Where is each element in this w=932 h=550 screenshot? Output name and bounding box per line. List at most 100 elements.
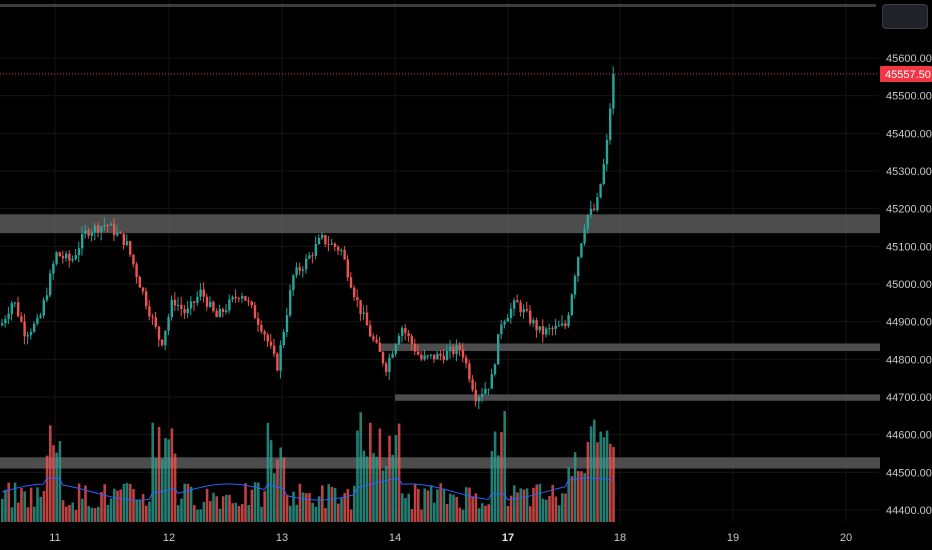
candle-body xyxy=(570,294,573,315)
volume-bar xyxy=(260,506,263,522)
candle-body xyxy=(116,232,119,236)
candle-body xyxy=(10,303,13,314)
candle-body xyxy=(109,223,113,226)
volume-bar xyxy=(404,498,407,522)
volume-bar xyxy=(388,435,391,522)
volume-bar xyxy=(157,426,161,522)
price-tick-label: 45300.00 xyxy=(886,166,932,178)
volume-bar xyxy=(423,488,426,522)
candle-body xyxy=(465,357,468,364)
price-tick-label: 45000.00 xyxy=(886,279,932,291)
date-tick-label: 19 xyxy=(727,532,739,544)
candle-body xyxy=(84,230,87,235)
price-axis[interactable]: 45600.00 45500.00 45400.00 45300.00 45200.00… xyxy=(880,53,932,517)
volume-bar xyxy=(445,503,449,522)
volume-bar xyxy=(353,485,356,522)
volume-bar xyxy=(426,490,430,522)
candle-body xyxy=(269,341,273,346)
volume-bar xyxy=(570,476,574,522)
candle-body xyxy=(244,296,247,301)
candle-body xyxy=(52,263,55,274)
volume-bar xyxy=(573,452,577,522)
candle-body xyxy=(458,345,461,350)
candle-body xyxy=(583,228,586,244)
volume-bar xyxy=(356,430,359,522)
volume-bar xyxy=(129,483,132,522)
candle-body xyxy=(164,330,167,346)
candle-body xyxy=(596,197,599,211)
volume-bar xyxy=(250,489,254,522)
candle-body xyxy=(122,233,125,246)
volume-bar xyxy=(138,500,142,522)
date-tick-label: 12 xyxy=(163,532,175,544)
candle-body xyxy=(180,304,183,310)
volume-bar xyxy=(289,505,292,522)
candle-body xyxy=(417,351,420,355)
candle-body xyxy=(71,259,74,261)
candle-body xyxy=(573,276,577,295)
candle-body xyxy=(100,226,103,233)
candle-body xyxy=(276,353,279,371)
candle-body xyxy=(343,249,346,260)
price-tick-label: 44600.00 xyxy=(886,430,932,442)
volume-bar xyxy=(346,488,350,522)
volume-bar xyxy=(132,488,135,522)
chart-settings-button[interactable] xyxy=(882,4,928,29)
candle-body xyxy=(167,317,170,331)
volume-bar xyxy=(452,494,455,522)
candle-body xyxy=(557,325,561,327)
price-tick-label: 44700.00 xyxy=(886,392,932,404)
volume-bar xyxy=(125,482,129,522)
candle-body xyxy=(103,224,106,227)
candle-body xyxy=(471,379,474,390)
volume-bar xyxy=(170,428,174,522)
price-tick-label: 44500.00 xyxy=(886,467,932,479)
volume-bar xyxy=(317,496,321,522)
candle-body xyxy=(20,316,23,322)
candle-body xyxy=(359,300,362,314)
candle-body xyxy=(564,323,567,327)
volume-bar xyxy=(305,493,308,522)
volume-bar xyxy=(298,483,302,522)
price-tick-label: 44400.00 xyxy=(886,505,932,517)
candle-body xyxy=(42,300,45,316)
volume-bar xyxy=(593,419,596,522)
volume-bar xyxy=(381,470,385,522)
volume-bar xyxy=(212,492,215,522)
candle-body xyxy=(385,363,388,372)
volume-bar xyxy=(266,422,270,522)
zone-band xyxy=(395,394,880,401)
volume-bar xyxy=(154,458,158,522)
volume-bar xyxy=(586,441,590,522)
candle-body xyxy=(474,389,477,402)
candle-body xyxy=(599,183,602,198)
zones-layer xyxy=(0,214,880,469)
volume-bar xyxy=(493,431,497,522)
date-tick-label: 11 xyxy=(49,532,60,544)
volume-bar xyxy=(321,485,324,522)
volume-bar xyxy=(413,483,417,522)
volume-bar xyxy=(609,443,612,522)
candle-body xyxy=(445,351,449,361)
volume-bar xyxy=(506,505,510,522)
candle-body xyxy=(535,320,538,331)
volume-layer xyxy=(1,411,615,522)
candle-body xyxy=(305,258,308,270)
candle-body xyxy=(519,302,522,313)
volume-bar xyxy=(577,471,580,522)
volume-bar xyxy=(401,493,404,522)
candle-body xyxy=(468,363,471,380)
volume-bar xyxy=(90,507,94,522)
time-axis[interactable]: 11 12 13 14 17 18 19 20 xyxy=(49,532,852,544)
volume-bar xyxy=(269,440,273,522)
candle-body xyxy=(49,273,52,296)
volume-bar xyxy=(535,484,538,522)
volume-bar xyxy=(513,485,516,522)
candle-body xyxy=(202,289,205,297)
volume-bar xyxy=(372,453,375,522)
volume-bar xyxy=(244,483,247,522)
candle-body xyxy=(561,323,564,326)
volume-bar xyxy=(333,487,337,522)
price-tick-label: 45200.00 xyxy=(886,204,932,216)
